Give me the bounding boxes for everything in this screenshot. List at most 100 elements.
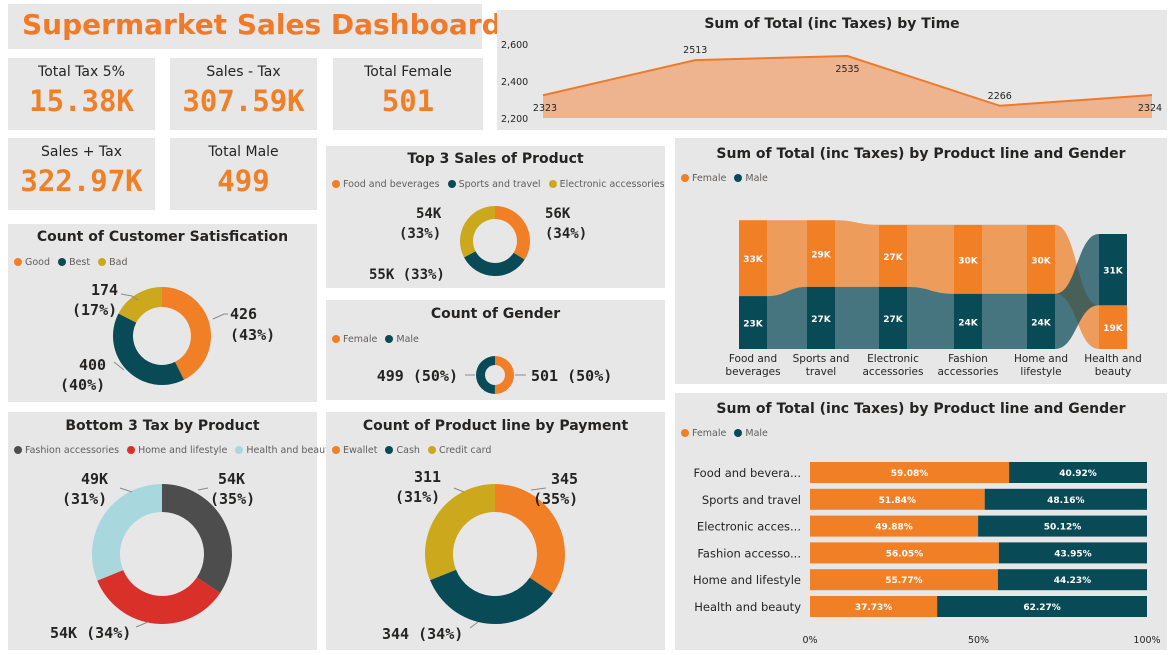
x-tick-label: accessories xyxy=(938,366,999,378)
data-label: 27K xyxy=(883,315,904,325)
kpi-sales-minus-tax: Sales - Tax 307.59K xyxy=(170,58,317,130)
donut-slice xyxy=(118,287,162,323)
data-label: 24K xyxy=(1031,318,1052,328)
kpi-value: 307.59K xyxy=(182,84,305,118)
legend: Female Male xyxy=(681,173,773,184)
legend-label: Sports and travel xyxy=(458,179,541,190)
data-label: (43%) xyxy=(230,326,275,344)
x-tick-label: Electronic xyxy=(867,353,919,365)
legend-dot xyxy=(681,174,689,182)
chart-card-payment: Count of Product line by Payment Ewallet… xyxy=(326,412,665,650)
legend-item[interactable]: Male xyxy=(734,428,768,439)
data-label: (33%) xyxy=(399,226,441,242)
legend-label: Male xyxy=(396,334,419,345)
legend-dot xyxy=(332,335,340,343)
chart-title: Sum of Total (inc Taxes) by Product line… xyxy=(716,146,1126,162)
x-tick-label: Health and xyxy=(1084,353,1142,365)
bar-segment-male xyxy=(978,515,1147,537)
bar-segment-male xyxy=(997,569,1147,591)
bar-segment-male xyxy=(937,596,1147,617)
legend-item[interactable]: Male xyxy=(734,173,768,184)
bar-segment-male xyxy=(807,286,835,349)
bar-segment-female xyxy=(954,224,982,294)
legend-label: Best xyxy=(69,257,91,268)
legend-item[interactable]: Cash xyxy=(385,445,420,456)
legend-item[interactable]: Male xyxy=(385,334,419,345)
legend-label: Male xyxy=(745,173,768,184)
legend-item[interactable]: Health and beauty xyxy=(235,445,335,456)
donut-slice xyxy=(464,251,525,276)
data-label: 426 xyxy=(230,305,257,323)
x-tick-label: Home and xyxy=(1014,353,1068,365)
data-label: 62.27% xyxy=(1023,603,1061,613)
legend-label: Ewallet xyxy=(343,445,378,456)
leader-line xyxy=(453,487,465,493)
legend: Ewallet Cash Credit card xyxy=(332,445,496,456)
legend-label: Good xyxy=(25,257,51,268)
data-label: 2513 xyxy=(683,45,707,56)
bar-segment-male xyxy=(879,286,907,349)
donut-chart-satisfaction: 426 (43%) 400 (40%) 174 (17%) xyxy=(60,281,275,394)
data-label: (40%) xyxy=(60,376,105,394)
donut-chart-bottom3: 54K (35%) 54K (34%) 49K (31%) xyxy=(50,470,255,642)
x-tick-label: beverages xyxy=(725,366,780,378)
chart-card-stacked: Sum of Total (inc Taxes) by Product line… xyxy=(675,393,1167,650)
data-label: 30K xyxy=(1031,256,1052,266)
leader-line xyxy=(469,621,479,629)
leader-line xyxy=(135,621,149,628)
legend-item[interactable]: Female xyxy=(681,428,726,439)
legend-dot xyxy=(332,180,340,188)
legend-label: Male xyxy=(745,428,768,439)
chart-title: Count of Product line by Payment xyxy=(362,418,629,434)
legend-item[interactable]: Female xyxy=(681,173,726,184)
legend-label: Female xyxy=(692,428,727,439)
legend-dot xyxy=(332,446,340,454)
legend-item[interactable]: Credit card xyxy=(427,445,491,456)
legend-item[interactable]: Bad xyxy=(98,257,128,268)
kpi-total-female: Total Female 501 xyxy=(333,58,483,130)
donut-chart-gender: 501 (50%) 499 (50%) xyxy=(377,356,612,394)
y-tick-label: Home and lifestyle xyxy=(693,573,801,587)
data-label: 2266 xyxy=(988,91,1012,102)
data-label: 311 xyxy=(414,468,441,486)
chart-card-satisfaction: Count of Customer Satisfication Good Bes… xyxy=(8,224,317,402)
donut-slice xyxy=(495,206,530,260)
donut-slice xyxy=(97,569,221,624)
legend-dot xyxy=(681,429,689,437)
legend-item[interactable]: Ewallet xyxy=(332,445,377,456)
legend-item[interactable]: Fashion accessories xyxy=(14,445,119,456)
y-tick-label: Food and bevera... xyxy=(693,466,801,480)
data-label: 19K xyxy=(1103,324,1124,334)
legend-item[interactable]: Food and beverages xyxy=(332,179,440,190)
legend-label: Bad xyxy=(109,257,128,268)
dashboard-title: Supermarket Sales Dashboard xyxy=(22,8,502,41)
donut-slice xyxy=(476,356,495,394)
chart-title: Top 3 Sales of Product xyxy=(407,151,584,167)
data-label: 27K xyxy=(883,253,904,263)
x-tick-label: Fashion xyxy=(948,353,988,365)
kpi-label: Sales + Tax xyxy=(41,144,122,160)
data-label: 27K xyxy=(811,315,832,325)
ribbon-band xyxy=(835,220,879,287)
donut-slice xyxy=(430,569,553,624)
legend-item[interactable]: Sports and travel xyxy=(447,179,541,190)
area-line xyxy=(542,55,1153,107)
legend-dot xyxy=(98,258,107,266)
legend-item[interactable]: Home and lifestyle xyxy=(127,445,227,456)
legend-dot xyxy=(235,446,244,454)
data-label: 50.12% xyxy=(1044,523,1082,533)
legend-item[interactable]: Best xyxy=(58,257,90,268)
bar-segment-male xyxy=(1009,462,1147,483)
kpi-value: 322.97K xyxy=(20,164,143,198)
leader-line xyxy=(530,487,547,491)
bar-segment-female xyxy=(810,569,998,591)
data-label: 31K xyxy=(1103,267,1124,277)
x-tick-label: 50% xyxy=(968,635,989,646)
legend-label: Female xyxy=(692,173,727,184)
data-label: 400 xyxy=(79,356,106,374)
legend-item[interactable]: Female xyxy=(332,334,377,345)
legend-item[interactable]: Electronic accessories xyxy=(548,179,665,190)
legend-item[interactable]: Good xyxy=(14,257,50,268)
bar-segment-female xyxy=(739,220,767,297)
